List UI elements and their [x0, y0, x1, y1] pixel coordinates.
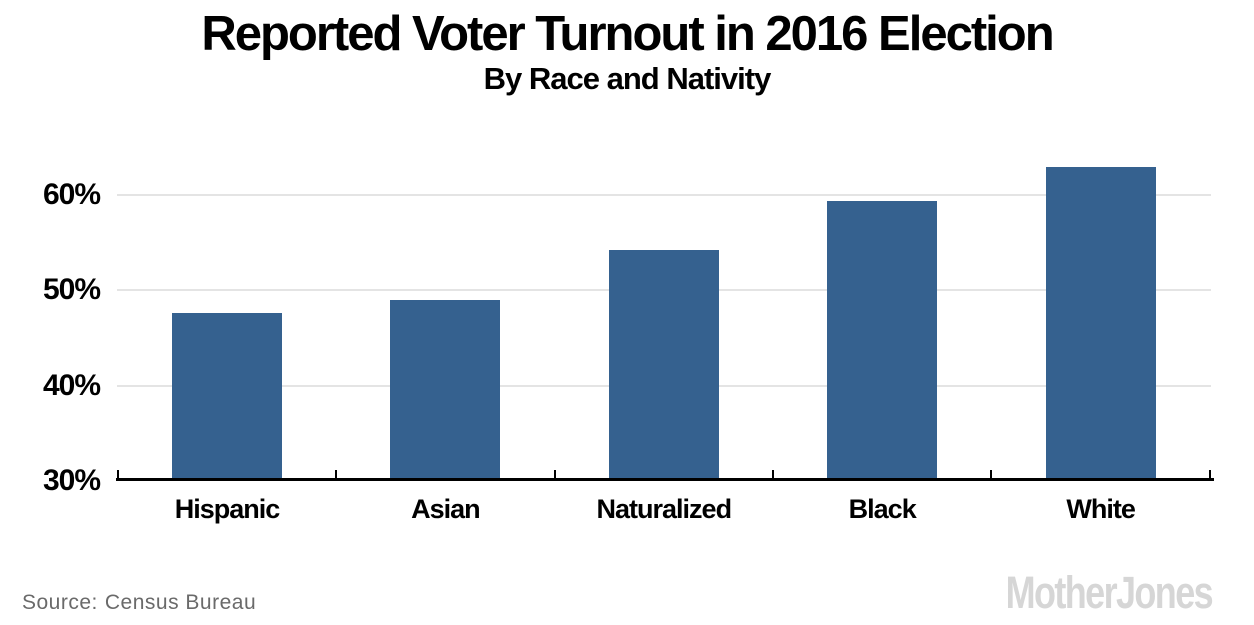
source-label: Source: — [22, 591, 98, 614]
y-axis-label-40: 40% — [42, 368, 101, 402]
motherjones-logo: MotherJones — [1005, 567, 1214, 618]
x-axis-tick — [990, 470, 993, 478]
source-value: Census Bureau — [104, 591, 257, 614]
x-axis-tick — [553, 470, 556, 478]
gridline-60 — [117, 193, 1211, 196]
x-axis-label-hispanic: Hispanic — [174, 494, 281, 524]
bar-white — [1045, 166, 1156, 478]
x-axis-label-black: Black — [848, 494, 917, 524]
bar-hispanic — [172, 312, 282, 478]
x-axis-label-asian: Asian — [411, 494, 481, 524]
x-axis-label-white: White — [1066, 494, 1135, 524]
source-caption: Source: Census Bureau — [22, 591, 256, 615]
y-axis-label-50: 50% — [42, 273, 101, 306]
chart-subtitle: By Race and Nativity — [483, 61, 772, 96]
y-axis-label-60: 60% — [42, 177, 101, 211]
chart-title: Reported Voter Turnout in 2016 Election — [201, 7, 1054, 61]
y-axis-label-30: 30% — [42, 464, 101, 497]
x-axis-tick — [772, 470, 774, 478]
bar-naturalized — [608, 249, 719, 478]
x-axis-tick — [335, 470, 338, 478]
x-axis-tick — [1208, 470, 1211, 478]
x-axis-tick — [116, 470, 119, 478]
bar-asian — [390, 299, 501, 478]
bar-black — [827, 201, 938, 478]
x-axis-label-naturalized: Naturalized — [596, 494, 733, 524]
x-axis-line — [116, 478, 1214, 481]
